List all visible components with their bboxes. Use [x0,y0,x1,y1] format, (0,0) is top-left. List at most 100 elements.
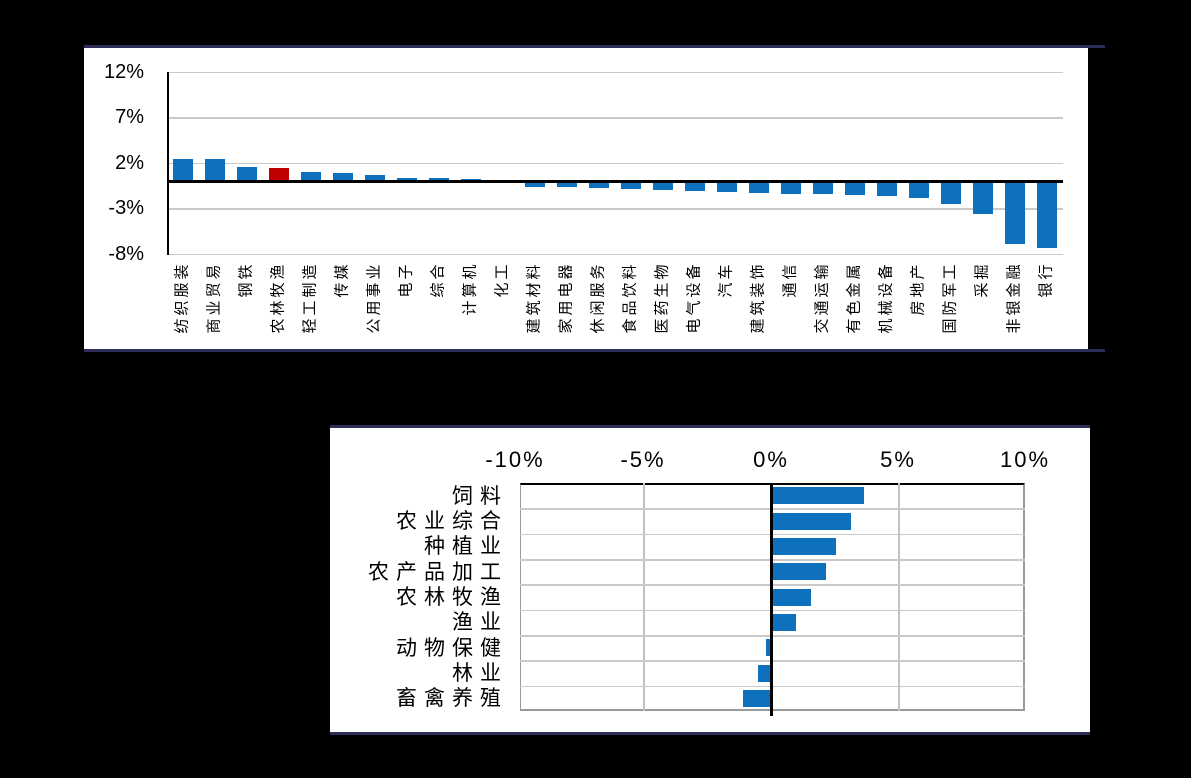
bar-农业综合 [773,512,852,530]
bar-传媒 [333,173,353,182]
x-category-label: 化工 [494,261,511,298]
x-category-label: 轻工制造 [302,261,319,334]
bottom-chart-plot-background [330,428,1090,732]
x-category-label: 家用电器 [558,261,575,334]
y-category-label: 农林牧渔 [396,585,508,609]
bar-建筑材料 [525,183,545,187]
bar-农林牧渔 [773,588,811,606]
bar-饲料 [773,487,864,505]
bar-渔业 [773,613,796,631]
y-axis-tick-label: 2% [115,151,144,174]
x-axis-tick-label: -10% [485,447,545,472]
bar-非银金融 [1005,183,1025,244]
x-axis-tick-label: -5% [620,447,666,472]
top-chart-bottom-border [84,349,1105,352]
bar-房地产 [909,183,929,199]
bottom-chart-panel: -10% -5% 0% 5% 10% 饲料 农业综合 种植业 农产品加工 农林牧渔 渔业 动物保健 林业… [330,425,1090,735]
x-gridline [898,483,900,711]
x-category-label: 交通运输 [814,261,831,334]
bar-纺织服装 [173,158,193,182]
x-category-label: 汽车 [718,261,735,298]
bar-通信 [781,183,801,194]
y-axis-tick-label: -3% [108,197,144,220]
x-category-label: 商业贸易 [206,261,223,334]
y-category-label: 农产品加工 [368,559,508,584]
bar-电子 [397,177,417,182]
y-axis-tick-label: -8% [108,242,144,265]
y-gridline [167,162,1063,165]
top-chart-plot-background [84,48,1088,349]
bar-钢铁 [237,166,257,182]
bar-机械设备 [877,183,897,197]
bar-医药生物 [653,183,673,191]
x-category-label: 计算机 [462,261,479,316]
y-axis-tick-label: 12% [103,60,144,83]
y-category-label: 动物保健 [396,635,508,660]
x-category-label: 农林牧渔 [270,261,287,334]
x-category-label: 建筑材料 [526,261,543,334]
y-gridline [167,117,1063,119]
x-category-label: 机械设备 [878,261,895,334]
y-category-label: 渔业 [452,610,508,635]
agriculture-bar-chart: -10% -5% 0% 5% 10% 饲料 农业综合 种植业 农产品加工 农林牧渔 渔业 动物保健 林业… [330,428,1090,732]
y-category-label: 林业 [452,661,508,685]
bar-有色金属 [845,183,865,196]
bar-休闲服务 [589,183,609,188]
x-category-label: 医药生物 [654,261,671,334]
bar-采掘 [973,183,993,214]
bottom-chart-top-border [330,425,1090,428]
bar-食品饮料 [621,183,641,190]
x-gridline [643,483,645,711]
zero-axis-line [769,483,773,716]
x-category-label: 纺织服装 [174,261,191,334]
y-category-label: 种植业 [424,534,508,559]
bar-国防军工 [941,183,961,204]
bar-畜禽养殖 [743,689,771,707]
y-axis-tick-label: 7% [115,106,144,129]
bar-农林牧渔 [269,167,289,182]
bottom-chart-bottom-border [330,732,1090,735]
bar-轻工制造 [301,172,321,182]
bar-林业 [758,664,771,682]
x-category-label: 传媒 [334,261,351,298]
y-category-label: 畜禽养殖 [396,686,508,711]
bar-综合 [429,178,449,182]
x-axis-tick-label: 0% [753,447,789,472]
x-category-label: 银行 [1038,261,1055,298]
x-axis-tick-label: 5% [880,447,916,472]
x-category-label: 休闲服务 [590,261,607,334]
x-category-label: 通信 [782,261,799,298]
x-axis-tick-label: 10% [999,447,1051,472]
bar-建筑装饰 [749,183,769,193]
bar-家用电器 [557,183,577,188]
x-category-label: 房地产 [910,261,927,316]
top-chart-top-border [84,45,1105,48]
y-gridline [167,71,1063,74]
zero-axis-line [167,180,1063,183]
bar-种植业 [773,537,837,555]
x-category-label: 电子 [398,261,415,298]
bar-动物保健 [765,639,771,657]
bar-农产品加工 [773,563,827,581]
top-chart-panel: 12% 7% 2% -3% -8% 纺织服装 商业贸易 钢铁 农林牧渔 轻工制造 传媒 公用事业 电子综… [84,45,1105,352]
x-category-label: 国防军工 [942,261,959,334]
x-category-label: 食品饮料 [622,261,639,334]
x-category-label: 采掘 [974,261,991,298]
x-category-label: 有色金属 [846,261,863,334]
x-category-label: 非银金融 [1006,261,1023,334]
bar-银行 [1037,183,1057,248]
x-category-label: 公用事业 [366,261,383,334]
bar-商业贸易 [205,158,225,182]
x-category-label: 电气设备 [686,261,703,334]
industry-bar-chart: 12% 7% 2% -3% -8% 纺织服装 商业贸易 钢铁 农林牧渔 轻工制造 传媒 公用事业 电子综… [84,48,1088,349]
y-category-label: 饲料 [452,483,508,508]
bar-公用事业 [365,175,385,182]
x-category-label: 综合 [430,261,447,298]
bar-汽车 [717,183,737,193]
bar-交通运输 [813,183,833,194]
y-category-label: 农业综合 [396,509,508,533]
y-gridline [167,208,1063,210]
x-category-label: 建筑装饰 [750,261,767,334]
y-axis-line [167,71,169,256]
